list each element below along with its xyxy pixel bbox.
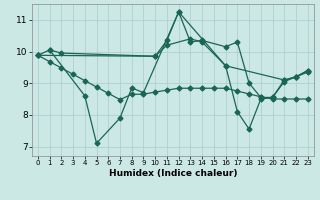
X-axis label: Humidex (Indice chaleur): Humidex (Indice chaleur) <box>108 169 237 178</box>
